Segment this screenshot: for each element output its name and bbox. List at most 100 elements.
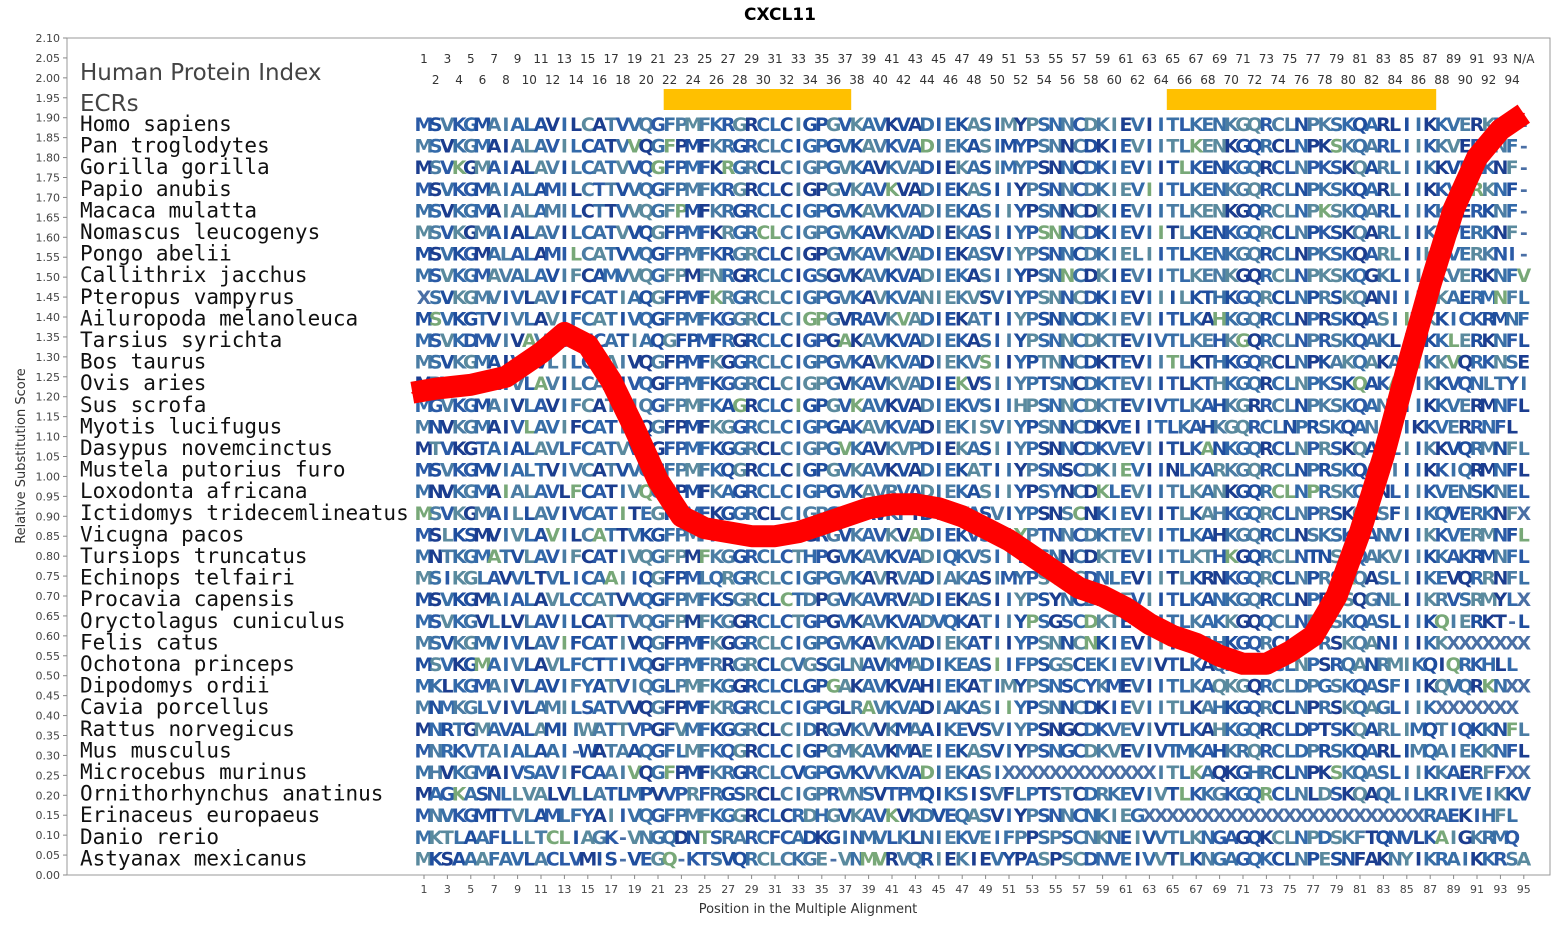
residue: E [1201,157,1214,179]
residue: I [1415,524,1422,546]
residue: I [795,265,802,287]
residue: I [1403,481,1410,503]
residue: K [452,114,468,136]
residue: D [919,200,935,222]
residue: I [1111,805,1118,827]
protein-index-odd: 43 [908,52,923,66]
protein-index-even: 20 [639,73,654,87]
residue: I [1134,827,1141,849]
residue: I [795,114,802,136]
residue: A [861,200,876,222]
residue: V [873,136,888,158]
residue: I [1146,200,1153,222]
residue: A [1516,848,1531,870]
residue: D [919,438,935,460]
residue: T [1166,265,1179,287]
residue: I [1111,460,1118,482]
residue: K [1318,222,1334,244]
residue: I [935,762,942,784]
residue: I [619,546,626,568]
protein-index-odd: 33 [791,52,806,66]
residue: L [500,244,512,266]
residue: I [994,157,1001,179]
residue: D [1083,157,1099,179]
residue: E [1201,114,1214,136]
protein-index-odd: 79 [1329,52,1344,66]
residue: I [619,805,626,827]
residue: D [919,568,935,590]
residue: T [979,611,992,633]
residue: F [663,740,676,762]
residue: I [1146,395,1153,417]
residue: K [1435,157,1451,179]
residue: K [1341,157,1357,179]
residue: P [1306,179,1320,201]
protein-index-even: 52 [1013,73,1028,87]
residue: Q [1422,654,1438,676]
residue: C [780,308,794,330]
residue: K [1341,136,1357,158]
residue: R [721,157,736,179]
residue: F [698,200,711,222]
residue: V [545,265,560,287]
residue: T [1166,503,1179,525]
residue: L [1389,200,1401,222]
residue: D [1083,200,1099,222]
residue: R [744,200,759,222]
x-tick-label: 33 [791,883,805,896]
residue: I [1415,762,1422,784]
residue: I [1158,287,1165,309]
residue: K [885,114,901,136]
protein-index-odd: 11 [533,52,548,66]
residue: G [802,157,818,179]
x-tick-label: 21 [651,883,665,896]
residue: A [908,179,923,201]
y-tick-label: 1.40 [36,311,61,324]
residue: L [570,244,582,266]
residue: I [1403,157,1410,179]
residue: Y [1013,200,1028,222]
residue: I [795,481,802,503]
residue: G [650,114,666,136]
residue: A [592,114,607,136]
residue: I [1158,524,1165,546]
residue: I [1415,244,1422,266]
residue: I [994,589,1001,611]
residue: N [919,287,935,309]
species-label: Dipodomys ordii [80,674,270,698]
residue: S [955,784,969,806]
residue: I [502,200,509,222]
residue: V [545,762,560,784]
residue: I [1403,632,1410,654]
residue: N [1212,114,1228,136]
protein-index-even: 70 [1224,73,1239,87]
residue: I [596,848,603,870]
y-tick-label: 0.35 [36,730,61,743]
residue: C [1271,200,1285,222]
residue: D [919,546,935,568]
residue: N [1492,222,1508,244]
residue: L [512,827,524,849]
residue: I [561,632,568,654]
residue: L [1389,244,1401,266]
residue: I [994,373,1001,395]
residue: S [1037,200,1051,222]
residue: I [1005,352,1012,374]
residue: K [1095,244,1111,266]
residue: G [463,200,479,222]
species-label: Dasypus novemcinctus [80,436,333,460]
residue: L [523,157,535,179]
species-label: Ovis aries [80,371,206,395]
residue: Y [1013,136,1028,158]
residue: N [1060,136,1076,158]
residue: K [1481,200,1497,222]
residue: L [1389,589,1401,611]
residue: K [1095,287,1111,309]
residue: D [1083,114,1099,136]
residue: V [896,157,911,179]
residue: K [1481,179,1497,201]
residue: D [1083,136,1099,158]
